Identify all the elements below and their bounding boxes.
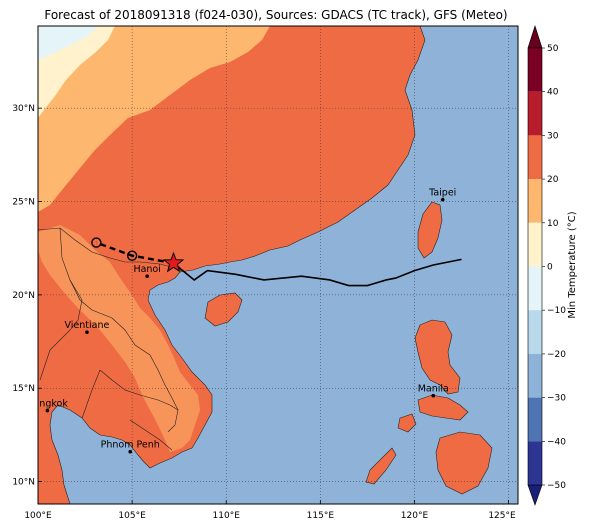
colorbar-label: Min Temperature (°C) bbox=[567, 211, 578, 318]
storm-position-star-icon bbox=[162, 251, 185, 273]
colorbar-band bbox=[528, 135, 542, 180]
hainan-island bbox=[204, 292, 243, 327]
colorbar-tick-label: 20 bbox=[547, 175, 559, 185]
visayas-islands bbox=[417, 394, 469, 421]
colorbar-tick-label: 10 bbox=[547, 219, 559, 229]
forecast-points bbox=[91, 237, 138, 261]
lon-tick-label: 100°E bbox=[24, 511, 52, 521]
colorbar-band bbox=[528, 266, 542, 311]
lat-tick-label: 10°N bbox=[12, 478, 35, 488]
forecast-point-circle bbox=[91, 237, 102, 248]
lat-tick-label: 20°N bbox=[12, 291, 35, 301]
city-dot bbox=[128, 449, 133, 454]
colorbar-band bbox=[528, 310, 542, 354]
mainland-land bbox=[38, 26, 426, 504]
interior-cool-zone bbox=[38, 26, 270, 212]
lat-tick-label: 30°N bbox=[12, 104, 35, 114]
city-label: Phnom Penh bbox=[101, 440, 160, 451]
colorbar-tick-label: −50 bbox=[547, 481, 566, 491]
city-markers: Taipei Hanoi Vientiane Manila Bangkok Phnom P… bbox=[27, 188, 456, 454]
colorbar-tick-label: 0 bbox=[547, 263, 553, 273]
colorbar-band bbox=[528, 179, 542, 223]
colorbar-band bbox=[528, 353, 542, 398]
lon-tick-label: 110°E bbox=[213, 511, 241, 521]
colorbar-tick-label: −30 bbox=[547, 394, 566, 404]
lat-tick-label: 15°N bbox=[12, 384, 35, 394]
city-dot bbox=[431, 393, 436, 398]
city-label: Bangkok bbox=[27, 399, 68, 410]
colorbar: 50 40 30 20 10 0 −10 −20 −30 −40 −50 Min Temperatu… bbox=[527, 25, 578, 506]
colorbar-tick-label: −40 bbox=[547, 437, 566, 447]
city-label: Vientiane bbox=[65, 320, 110, 331]
storm-track-forecast bbox=[95, 241, 174, 265]
colorbar-tick-label: −10 bbox=[547, 306, 566, 316]
city-label: Manila bbox=[418, 384, 449, 395]
city-label: Taipei bbox=[428, 188, 456, 199]
colorbar-band bbox=[528, 397, 542, 442]
colorbar-tick-label: −20 bbox=[547, 350, 566, 360]
interior-coldest-zone bbox=[38, 26, 98, 60]
mindoro-island bbox=[397, 413, 417, 433]
colorbar-tick-label: 50 bbox=[547, 44, 559, 54]
gridlines bbox=[38, 26, 518, 504]
forecast-point-circle bbox=[126, 250, 138, 261]
colorbar-band bbox=[528, 222, 542, 267]
lon-tick-label: 105°E bbox=[118, 511, 146, 521]
city-dot bbox=[145, 274, 149, 279]
storm-track-observed bbox=[173, 258, 462, 287]
colorbar-tick-label: 30 bbox=[547, 131, 559, 141]
colorbar-tick-label: 40 bbox=[547, 88, 559, 98]
city-dot bbox=[440, 197, 445, 202]
colorbar-ticks: 50 40 30 20 10 0 −10 −20 −30 −40 −50 bbox=[542, 44, 566, 491]
palawan-island bbox=[365, 447, 397, 485]
colorbar-band bbox=[528, 48, 542, 92]
colorbar-bands bbox=[527, 47, 543, 486]
luzon-island bbox=[414, 319, 461, 395]
lon-tick-label: 125°E bbox=[488, 511, 516, 521]
colorbar-top-extension bbox=[527, 25, 543, 49]
country-borders bbox=[38, 227, 186, 451]
interior-cool-patch bbox=[38, 225, 200, 452]
colorbar-band bbox=[528, 91, 542, 136]
colorbar-bottom-extension bbox=[527, 484, 543, 506]
lon-tick-label: 120°E bbox=[401, 511, 429, 521]
city-dot bbox=[85, 330, 89, 335]
colorbar-band bbox=[528, 441, 542, 485]
figure-title: Forecast of 2018091318 (f024-030), Sourc… bbox=[44, 8, 507, 22]
lat-tick-label: 25°N bbox=[12, 198, 35, 208]
city-dot bbox=[45, 408, 50, 413]
map-panel: Taipei Hanoi Vientiane Manila Bangkok Phnom P… bbox=[27, 26, 518, 504]
lon-tick-label: 115°E bbox=[307, 511, 335, 521]
taiwan-island bbox=[417, 201, 443, 259]
city-label: Hanoi bbox=[133, 264, 160, 275]
map-frame bbox=[37, 25, 519, 505]
mindanao-island bbox=[435, 431, 493, 495]
map-axis-ticks: 100°E 105°E 110°E 115°E 120°E 125°E 10°N 15°N 20… bbox=[12, 104, 516, 521]
